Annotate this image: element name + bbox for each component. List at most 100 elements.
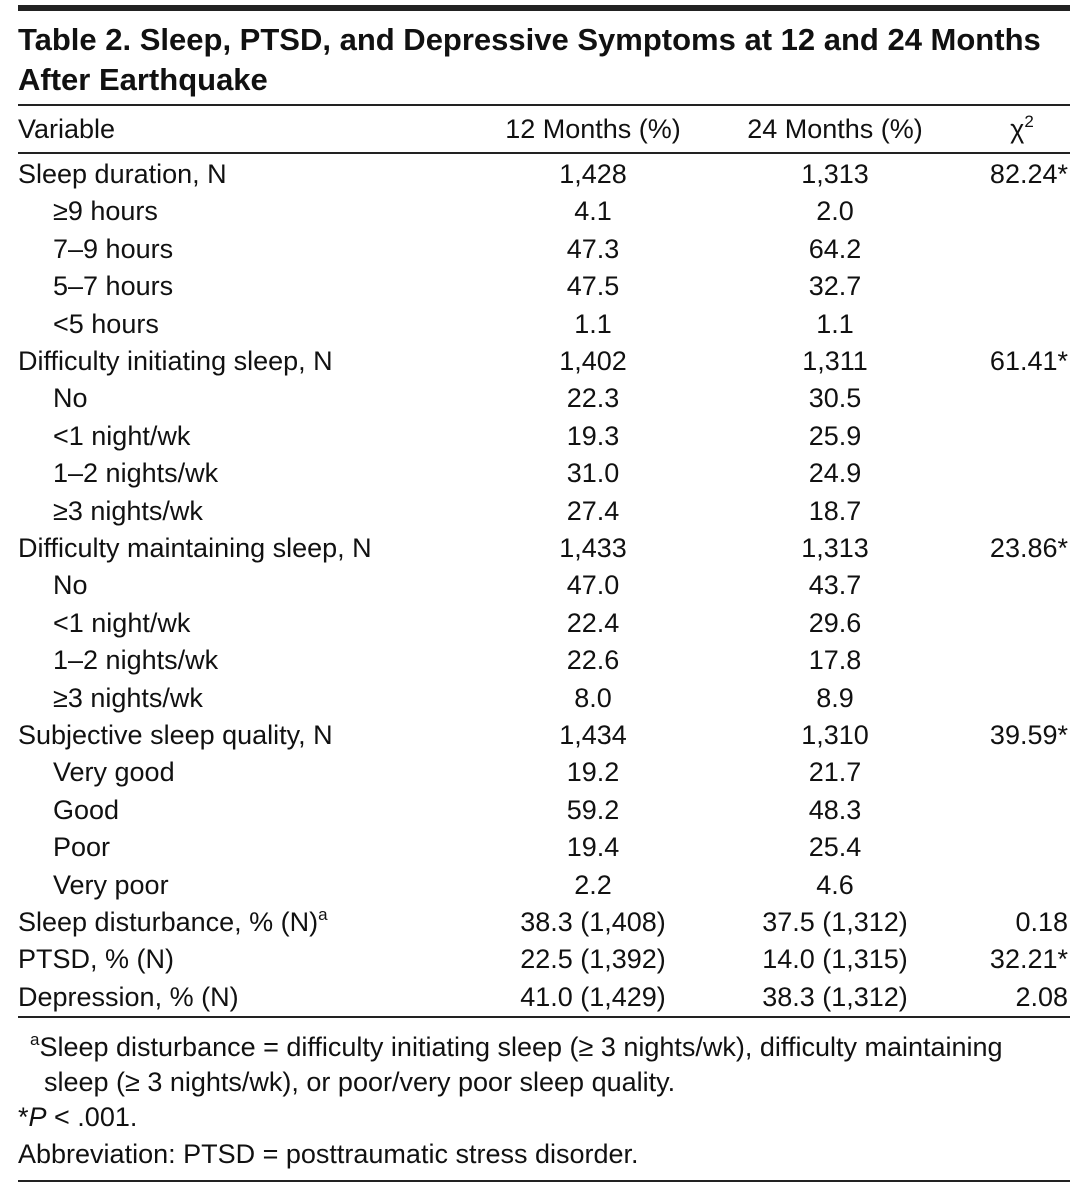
footnote: *P < .001. — [18, 1100, 1018, 1135]
cell-12-months: 19.3 — [566, 420, 620, 451]
cell-24-months: 30.5 — [808, 383, 862, 414]
cell-chi-square: 32.21* — [989, 944, 1068, 975]
table-row: Very good 19.2 21.7 — [0, 754, 1086, 791]
footnote-mark: a — [30, 1030, 40, 1049]
table-row: Very poor 2.2 4.6 — [0, 867, 1086, 904]
column-header: χ2 — [972, 111, 1072, 148]
row-label: Depression, % (N) — [18, 979, 239, 1016]
cell-12-months: 41.0 (1,429) — [520, 981, 666, 1012]
table-row: Difficulty initiating sleep, N 1,402 1,311… — [0, 343, 1086, 380]
cell-12-months: 2.2 — [574, 869, 612, 900]
table-row: Sleep disturbance, % (N)a 38.3 (1,408) 37.… — [0, 904, 1086, 941]
cell-12-months: 59.2 — [566, 794, 620, 825]
cell-chi-square: 2.08 — [1015, 981, 1068, 1012]
cell-24-months: 29.6 — [808, 607, 862, 638]
row-label-text: Subjective sleep quality, N — [18, 720, 333, 750]
cell-24-months: 43.7 — [808, 570, 862, 601]
rule — [18, 1016, 1070, 1018]
row-label: <5 hours — [53, 308, 159, 339]
cell-chi-square: 82.24* — [989, 159, 1068, 189]
row-label: 5–7 hours — [53, 271, 174, 302]
row-label: Difficulty initiating sleep, N — [18, 343, 333, 380]
cell-24-months: 48.3 — [808, 794, 862, 825]
cell-24-months: 32.7 — [808, 271, 862, 302]
cell-12-months: 19.4 — [566, 832, 620, 863]
footnote: aSleep disturbance = difficulty initiati… — [18, 1030, 1044, 1100]
cell-24-months: 1,310 — [801, 720, 869, 750]
cell-24-months: 25.4 — [808, 832, 862, 863]
cell-24-months: 1,313 — [801, 159, 869, 189]
cell-12-months: 1,402 — [559, 346, 627, 376]
table-row: No 47.0 43.7 — [0, 567, 1086, 604]
rule — [18, 104, 1070, 106]
row-label: ≥3 nights/wk — [53, 682, 203, 713]
table-row: <1 night/wk 19.3 25.9 — [0, 418, 1086, 455]
table-row: <5 hours 1.1 1.1 — [0, 306, 1086, 343]
row-label: Very poor — [53, 869, 169, 900]
cell-24-months: 38.3 (1,312) — [762, 981, 908, 1012]
table-row: 7–9 hours 47.3 64.2 — [0, 231, 1086, 268]
column-header: 12 Months (%) — [505, 114, 681, 144]
row-label-text: Difficulty initiating sleep, N — [18, 346, 333, 376]
cell-12-months: 47.5 — [566, 271, 620, 302]
cell-24-months: 1,313 — [801, 533, 869, 563]
top-rule — [18, 5, 1070, 11]
table-title: Table 2. Sleep, PTSD, and Depressive Sym… — [18, 22, 1041, 97]
cell-12-months: 4.1 — [574, 196, 612, 227]
row-label: Very good — [53, 757, 175, 788]
row-label: 1–2 nights/wk — [53, 458, 219, 489]
cell-12-months: 22.4 — [566, 607, 620, 638]
table-row: Subjective sleep quality, N 1,434 1,310 39.… — [0, 717, 1086, 754]
row-label: Good — [53, 794, 120, 825]
chi-symbol: χ — [1010, 114, 1025, 144]
cell-24-months: 4.6 — [816, 869, 854, 900]
cell-chi-square: 61.41* — [989, 346, 1068, 376]
column-header: 24 Months (%) — [747, 114, 923, 144]
table-row: <1 night/wk 22.4 29.6 — [0, 605, 1086, 642]
row-label: No — [53, 383, 88, 414]
row-label: <1 night/wk — [53, 420, 191, 451]
cell-24-months: 64.2 — [808, 233, 862, 264]
header-row: Variable 12 Months (%) 24 Months (%) χ2 — [0, 111, 1086, 148]
table-row: Depression, % (N) 41.0 (1,429) 38.3 (1,312… — [0, 979, 1086, 1016]
row-label: <1 night/wk — [53, 607, 191, 638]
row-label-text: PTSD, % (N) — [18, 944, 175, 975]
row-label-text: Depression, % (N) — [18, 981, 239, 1012]
row-label-text: Sleep duration, N — [18, 159, 227, 189]
cell-12-months: 22.3 — [566, 383, 620, 414]
row-label: PTSD, % (N) — [18, 941, 174, 978]
table-row: 1–2 nights/wk 31.0 24.9 — [0, 455, 1086, 492]
cell-chi-square: 23.86* — [989, 533, 1068, 563]
column-header: Variable — [18, 114, 116, 144]
footnote: Abbreviation: PTSD = posttraumatic stres… — [18, 1139, 639, 1169]
cell-24-months: 37.5 (1,312) — [762, 907, 908, 937]
table-row: ≥3 nights/wk 8.0 8.9 — [0, 680, 1086, 717]
cell-12-months: 1,433 — [559, 533, 627, 563]
row-label: 1–2 nights/wk — [53, 645, 219, 676]
cell-24-months: 1.1 — [816, 308, 854, 339]
cell-chi-square: 0.18 — [1015, 907, 1068, 937]
row-label: Poor — [53, 832, 111, 863]
cell-12-months: 19.2 — [566, 757, 620, 788]
footnote-text: < .001. — [46, 1102, 138, 1132]
row-label: 7–9 hours — [53, 233, 174, 264]
footnote-symbol: * — [18, 1102, 29, 1132]
cell-24-months: 2.0 — [816, 196, 854, 227]
cell-12-months: 22.5 (1,392) — [520, 944, 666, 975]
cell-12-months: 22.6 — [566, 645, 620, 676]
footnote-italic: P — [28, 1102, 47, 1132]
rule — [18, 152, 1070, 154]
table-row: ≥3 nights/wk 27.4 18.7 — [0, 493, 1086, 530]
table-row: PTSD, % (N) 22.5 (1,392) 14.0 (1,315) 32.21… — [0, 941, 1086, 978]
cell-12-months: 38.3 (1,408) — [520, 907, 666, 937]
cell-12-months: 1.1 — [574, 308, 612, 339]
cell-24-months: 1,311 — [802, 346, 868, 376]
table-row: Good 59.2 48.3 — [0, 792, 1086, 829]
table-row: No 22.3 30.5 — [0, 380, 1086, 417]
cell-12-months: 31.0 — [566, 458, 620, 489]
row-label: Subjective sleep quality, N — [18, 717, 333, 754]
bottom-rule — [18, 1180, 1070, 1182]
row-label: Sleep disturbance, % (N)a — [18, 904, 328, 941]
cell-12-months: 47.0 — [566, 570, 620, 601]
